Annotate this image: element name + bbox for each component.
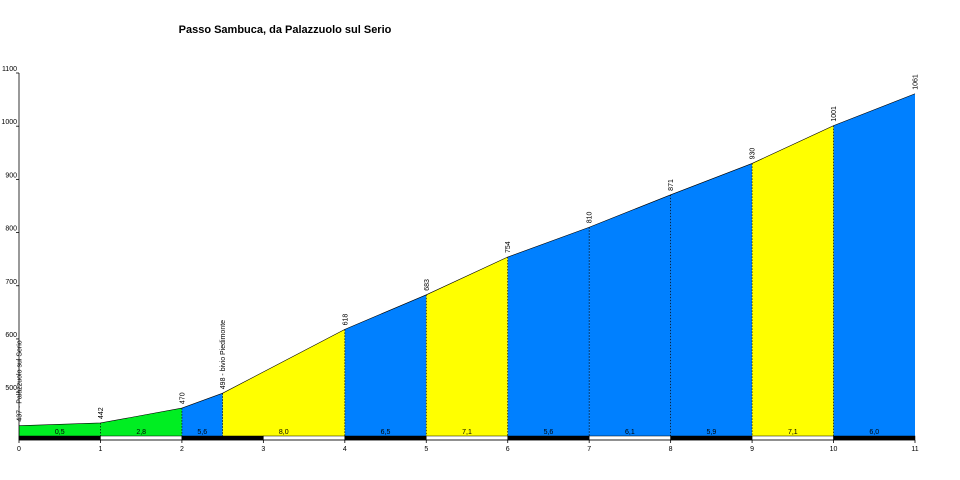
x-tick-label: 9 [750, 446, 754, 453]
x-tick-label: 4 [343, 446, 347, 453]
point-label: 498 - bivio Piedimonte [220, 320, 227, 389]
km-strip [588, 435, 671, 441]
segment [507, 227, 590, 436]
x-tick-label: 6 [506, 446, 510, 453]
km-strip [670, 435, 753, 441]
point-label: 930 [750, 148, 757, 160]
gradient-label: 7,1 [788, 429, 798, 436]
profile-line [18, 93, 916, 426]
km-strip [833, 435, 916, 441]
gradient-label: 6,5 [381, 429, 391, 436]
km-strip [426, 435, 508, 441]
segment [100, 408, 182, 436]
gradient-label: 6,1 [625, 429, 635, 436]
point-label: 618 [342, 314, 349, 326]
point-label: 871 [668, 179, 675, 191]
point-label: 437 - Palazzuolo sul Serio [17, 340, 24, 421]
y-tick-label: 1100 [2, 66, 17, 73]
gradient-label: 2,8 [136, 429, 146, 436]
point-label: 683 [424, 279, 431, 291]
segment [344, 294, 427, 436]
x-tick-label: 2 [180, 446, 184, 453]
gradient-label: 5,6 [197, 429, 207, 436]
point-label: 442 [98, 407, 105, 419]
gradient-label: 8,0 [279, 429, 289, 436]
y-tick-label: 600 [5, 332, 17, 339]
x-tick-label: 0 [17, 446, 21, 453]
gradient-label: 5,6 [544, 429, 554, 436]
point-label: 754 [505, 241, 512, 253]
km-strip [18, 435, 101, 441]
gradient-label: 6,0 [869, 429, 879, 436]
x-tick-label: 3 [261, 446, 265, 453]
segment [833, 93, 915, 437]
y-tick-label: 800 [5, 226, 17, 233]
gradient-label: 7,1 [462, 429, 472, 436]
segment [426, 257, 508, 436]
segment [589, 194, 671, 436]
chart-title: Passo Sambuca, da Palazzuolo sul Serio [179, 24, 392, 36]
point-label: 1001 [831, 106, 838, 122]
x-tick-label: 1 [99, 446, 103, 453]
segment [222, 329, 345, 436]
x-tick-label: 10 [830, 446, 838, 453]
gradient-label: 5,9 [706, 429, 716, 436]
segment [19, 422, 101, 436]
y-tick-label: 500 [5, 385, 17, 392]
gradient-label: 0,5 [55, 429, 65, 436]
y-tick-label: 900 [5, 172, 17, 179]
km-strip [100, 435, 183, 441]
x-tick-label: 11 [911, 446, 918, 453]
segment [181, 393, 223, 436]
y-tick-label: 1000 [1, 119, 17, 126]
km-strip [181, 435, 264, 441]
x-tick-label: 5 [424, 446, 428, 453]
x-tick-label: 8 [669, 446, 673, 453]
x-tick-label: 7 [587, 446, 591, 453]
segment [670, 163, 753, 436]
point-label: 470 [179, 392, 186, 404]
segment [752, 125, 834, 436]
km-strip [507, 435, 590, 441]
km-strip [263, 435, 346, 441]
point-label: 810 [587, 211, 594, 223]
y-tick-label: 700 [5, 279, 17, 286]
km-strip [751, 435, 834, 441]
km-strip [344, 435, 427, 441]
point-label: 1061 [913, 74, 920, 90]
